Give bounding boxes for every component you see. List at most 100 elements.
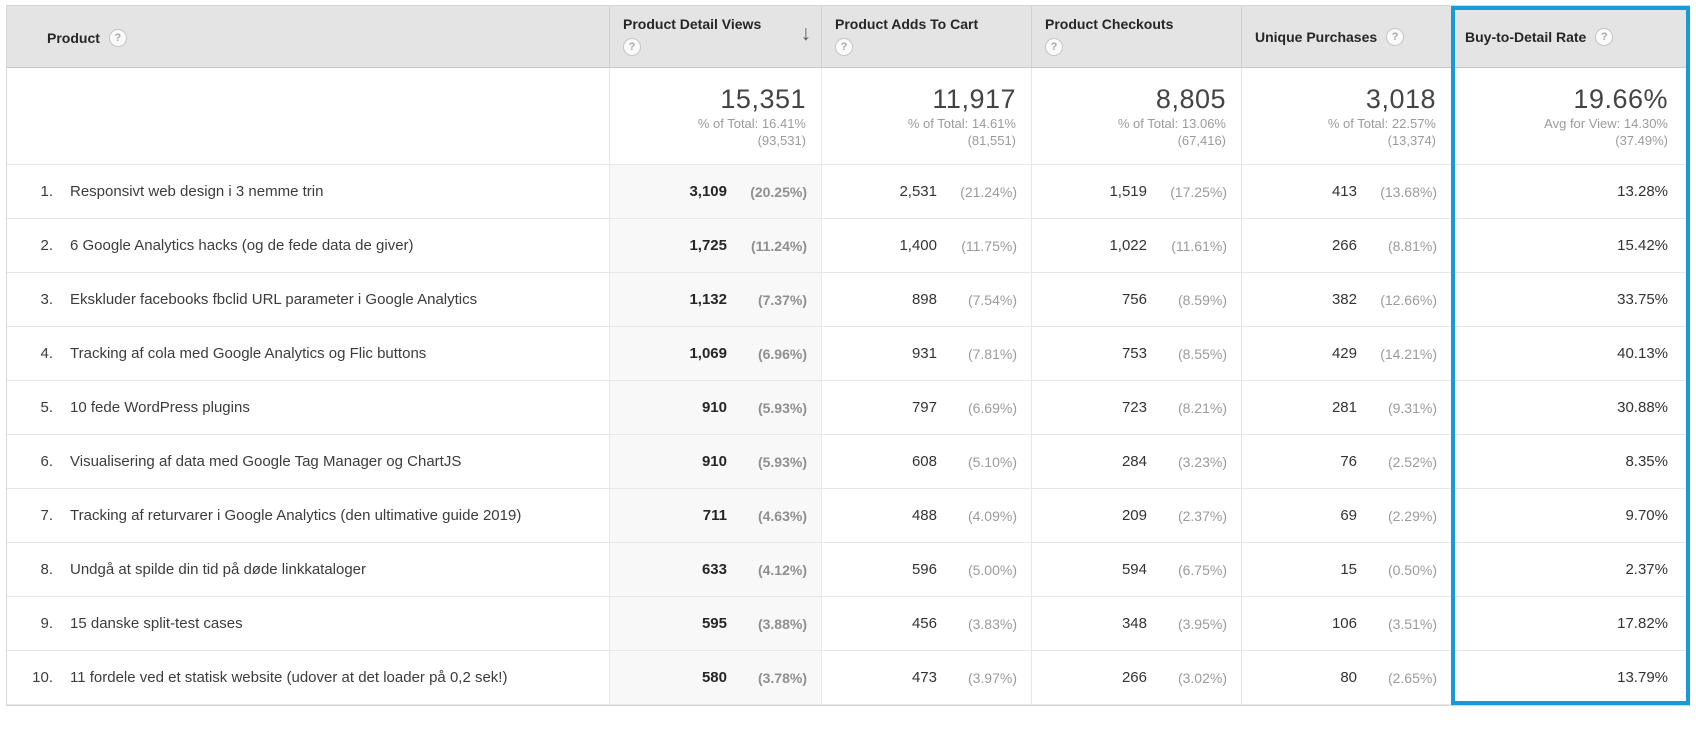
help-icon[interactable]: ?: [835, 38, 853, 56]
metric-cell-product-detail-views: 1,132 (7.37%): [609, 273, 821, 326]
metric-percent: (3.88%): [757, 615, 807, 632]
column-header-product-checkouts[interactable]: Product Checkouts ?: [1031, 6, 1241, 67]
metric-cell-product-adds-to-cart: 2,531 (21.24%): [821, 165, 1031, 218]
metric-value: 723: [1121, 399, 1147, 416]
metric-cell-unique-purchases: 15 (0.50%): [1241, 543, 1451, 596]
metric-percent: (5.93%): [757, 453, 807, 470]
help-icon[interactable]: ?: [1386, 27, 1405, 46]
column-header-label: Product: [47, 29, 100, 46]
row-rank: 5.: [40, 399, 53, 416]
summary-avg-for-view: Avg for View: 14.30%: [1544, 115, 1668, 131]
metric-value: 209: [1121, 507, 1147, 524]
product-cell: 3. Ekskluder facebooks fbclid URL parame…: [7, 273, 609, 326]
metric-value: 382: [1331, 291, 1357, 308]
summary-cell-product-adds-to-cart: 11,917 % of Total: 14.61% (81,551): [821, 68, 1031, 164]
table-header-row: Product ? Product Detail Views ↓ ? Produ…: [7, 6, 1689, 68]
metric-percent: (11.61%): [1171, 237, 1227, 254]
metric-value: 1,725: [689, 237, 727, 254]
buy-to-detail-value: 30.88%: [1451, 381, 1689, 434]
metric-percent: (6.96%): [757, 345, 807, 362]
metric-value: 1,022: [1109, 237, 1147, 254]
metric-percent: (7.81%): [967, 345, 1017, 362]
metric-percent: (3.23%): [1177, 453, 1227, 470]
metric-percent: (0.50%): [1387, 561, 1437, 578]
metric-value: 266: [1331, 237, 1357, 254]
summary-percent-of-total: % of Total: 13.06%: [1117, 115, 1226, 131]
metric-percent: (17.25%): [1170, 183, 1227, 200]
buy-to-detail-value: 9.70%: [1451, 489, 1689, 542]
metric-cell-unique-purchases: 76 (2.52%): [1241, 435, 1451, 488]
help-icon[interactable]: ?: [623, 38, 641, 56]
help-icon[interactable]: ?: [1595, 27, 1614, 46]
metric-value: 3,109: [689, 183, 727, 200]
summary-percent-of-total: % of Total: 22.57%: [1327, 115, 1436, 131]
row-rank: 10.: [32, 669, 53, 686]
product-performance-table: Product ? Product Detail Views ↓ ? Produ…: [6, 5, 1690, 706]
summary-total-value: (13,374): [1387, 132, 1436, 148]
metric-cell-product-adds-to-cart: 898 (7.54%): [821, 273, 1031, 326]
summary-cell-product: [7, 68, 609, 164]
metric-cell-unique-purchases: 80 (2.65%): [1241, 651, 1451, 704]
summary-total-value: (81,551): [967, 132, 1016, 148]
metric-percent: (3.83%): [967, 615, 1017, 632]
buy-to-detail-value: 13.79%: [1451, 651, 1689, 704]
metric-cell-product-checkouts: 1,519 (17.25%): [1031, 165, 1241, 218]
metric-value: 76: [1340, 453, 1357, 470]
row-rank: 4.: [40, 345, 53, 362]
table-row: 4. Tracking af cola med Google Analytics…: [7, 327, 1689, 381]
summary-value: 8,805: [1155, 83, 1226, 114]
metric-cell-unique-purchases: 281 (9.31%): [1241, 381, 1451, 434]
metric-percent: (12.66%): [1380, 291, 1437, 308]
metric-cell-product-detail-views: 580 (3.78%): [609, 651, 821, 704]
buy-to-detail-value: 17.82%: [1451, 597, 1689, 650]
help-icon[interactable]: ?: [108, 28, 127, 47]
product-name: 10 fede WordPress plugins: [70, 399, 250, 416]
metric-percent: (6.69%): [967, 399, 1017, 416]
column-header-buy-to-detail-rate[interactable]: Buy-to-Detail Rate ?: [1451, 6, 1689, 67]
product-name: Tracking af cola med Google Analytics og…: [70, 345, 427, 362]
sort-descending-icon[interactable]: ↓: [800, 22, 812, 45]
product-name: 6 Google Analytics hacks (og de fede dat…: [70, 237, 414, 254]
metric-percent: (5.93%): [757, 399, 807, 416]
metric-cell-product-adds-to-cart: 1,400 (11.75%): [821, 219, 1031, 272]
metric-percent: (8.55%): [1177, 345, 1227, 362]
column-header-product[interactable]: Product ?: [7, 6, 609, 67]
help-icon[interactable]: ?: [1045, 38, 1063, 56]
metric-value: 898: [911, 291, 937, 308]
metric-value: 488: [911, 507, 937, 524]
product-cell: 2. 6 Google Analytics hacks (og de fede …: [7, 219, 609, 272]
metric-percent: (7.37%): [757, 291, 807, 308]
metric-cell-unique-purchases: 382 (12.66%): [1241, 273, 1451, 326]
metric-percent: (8.59%): [1177, 291, 1227, 308]
summary-value: 3,018: [1365, 83, 1436, 114]
column-header-unique-purchases[interactable]: Unique Purchases ?: [1241, 6, 1451, 67]
metric-percent: (2.65%): [1387, 669, 1437, 686]
metric-value: 595: [701, 615, 727, 632]
metric-value: 594: [1121, 561, 1147, 578]
column-header-product-adds-to-cart[interactable]: Product Adds To Cart ?: [821, 6, 1031, 67]
buy-to-detail-value: 13.28%: [1451, 165, 1689, 218]
product-cell: 8. Undgå at spilde din tid på døde linkk…: [7, 543, 609, 596]
metric-cell-product-adds-to-cart: 797 (6.69%): [821, 381, 1031, 434]
metric-percent: (4.09%): [967, 507, 1017, 524]
metric-percent: (21.24%): [960, 183, 1017, 200]
metric-cell-product-checkouts: 1,022 (11.61%): [1031, 219, 1241, 272]
buy-to-detail-value: 2.37%: [1451, 543, 1689, 596]
row-rank: 6.: [40, 453, 53, 470]
metric-cell-product-detail-views: 595 (3.88%): [609, 597, 821, 650]
metric-value: 2,531: [899, 183, 937, 200]
column-header-product-detail-views[interactable]: Product Detail Views ↓ ?: [609, 6, 821, 67]
product-name: Undgå at spilde din tid på døde linkkata…: [70, 561, 367, 578]
table-row: 7. Tracking af returvarer i Google Analy…: [7, 489, 1689, 543]
metric-cell-unique-purchases: 266 (8.81%): [1241, 219, 1451, 272]
row-rank: 8.: [40, 561, 53, 578]
metric-cell-product-detail-views: 910 (5.93%): [609, 435, 821, 488]
buy-to-detail-value: 40.13%: [1451, 327, 1689, 380]
metric-percent: (9.31%): [1387, 399, 1437, 416]
summary-value: 19.66%: [1573, 83, 1668, 114]
column-header-label: Buy-to-Detail Rate: [1465, 28, 1587, 45]
row-rank: 9.: [40, 615, 53, 632]
summary-value: 11,917: [932, 83, 1016, 114]
metric-percent: (13.68%): [1380, 183, 1437, 200]
summary-avg-value: (37.49%): [1615, 132, 1668, 148]
